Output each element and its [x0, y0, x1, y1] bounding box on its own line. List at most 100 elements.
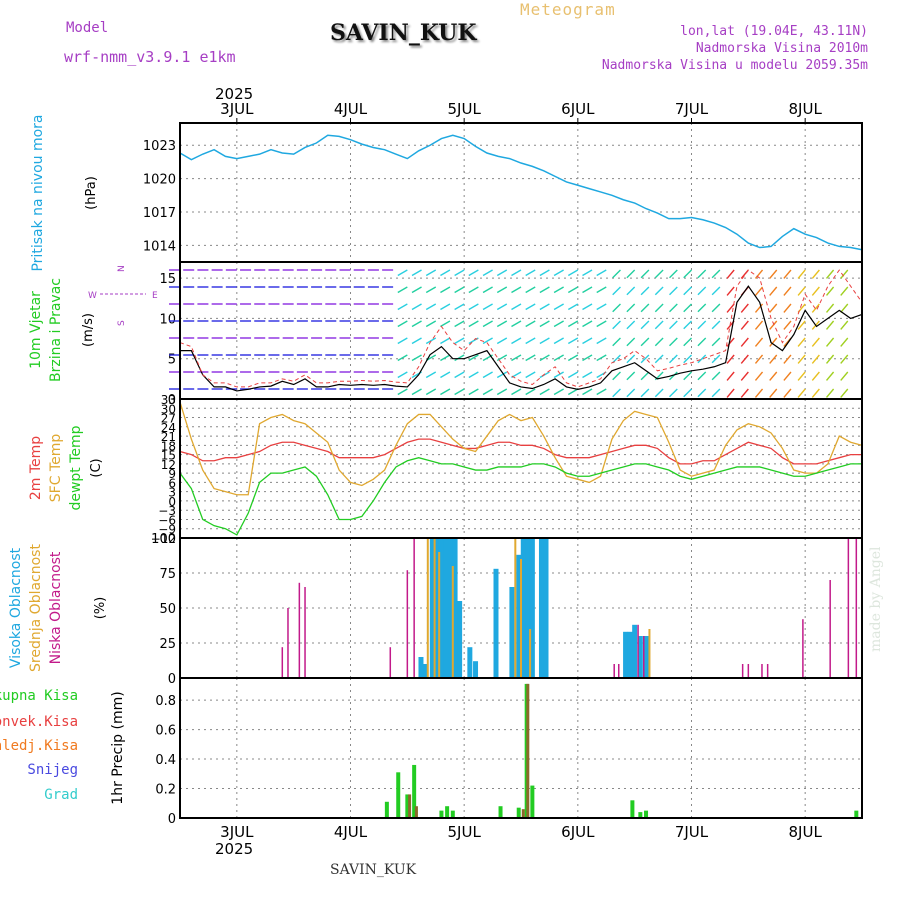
wind-arrow	[468, 354, 479, 362]
wind-arrow	[754, 354, 764, 364]
cloud-high-bar	[443, 538, 449, 678]
wind-arrow	[582, 269, 593, 277]
wind-arrow	[425, 286, 437, 294]
wind-arrow	[496, 269, 508, 277]
wind-arrow	[482, 303, 493, 311]
wind-arrows	[169, 269, 849, 398]
wind-arrow	[683, 388, 692, 398]
precip-total-bar	[638, 812, 643, 818]
wind-arrow	[525, 388, 536, 396]
wind-arrow	[811, 388, 820, 398]
wind-arrow	[411, 286, 422, 294]
y-tick-label: 50	[159, 602, 176, 617]
temp-axis-2m: 2m Temp	[28, 436, 44, 500]
wind-arrow	[769, 371, 778, 381]
wind-arrow	[511, 354, 522, 362]
wind-arrow	[468, 303, 479, 311]
day-label-bottom: 4JUL	[334, 823, 368, 841]
wind-arrow	[669, 303, 678, 313]
wind-arrow	[397, 286, 408, 294]
wind-arrow	[740, 303, 749, 313]
model-label: Model	[66, 20, 109, 36]
wind-arrow	[825, 354, 835, 364]
precip-total-bar	[630, 800, 635, 818]
y-tick-label: 10	[159, 312, 176, 327]
wind-arrow	[596, 354, 607, 362]
cloud-high-bar	[543, 538, 549, 678]
wind-arrow	[654, 269, 664, 279]
y-tick-label: 0.8	[155, 694, 176, 709]
y-tick-label: 6	[168, 476, 176, 490]
cloud-axis-mid: Srednja Oblacnost	[28, 544, 44, 672]
day-label-bottom: 8JUL	[789, 823, 823, 841]
cloud-high-bar	[467, 647, 473, 678]
wind-arrow	[411, 354, 422, 362]
day-label-top: 8JUL	[789, 100, 823, 118]
cloud-low-bar	[829, 580, 831, 678]
wind-arrow	[425, 337, 437, 345]
precip-total-bar	[450, 810, 455, 818]
y-tick-label: 27	[161, 412, 176, 426]
wind-arrow	[440, 269, 451, 277]
wind-arrow	[711, 269, 721, 279]
wind-arrow	[553, 320, 564, 328]
wind-arrow	[783, 286, 792, 296]
precip-total-bar	[396, 772, 401, 818]
wind-arrow	[697, 286, 707, 296]
y-tick-label: 15	[159, 272, 176, 287]
wind-arrow	[468, 269, 479, 277]
y-tick-label: 5	[168, 353, 176, 368]
wind-arrow	[454, 269, 465, 277]
wind-arrow	[525, 303, 536, 311]
wind-arrow	[726, 286, 735, 296]
wind-arrow	[626, 354, 636, 364]
y-tick-label: −6	[158, 513, 176, 527]
cloud-low-bar	[304, 587, 306, 678]
wind-arrow	[496, 371, 508, 379]
wind-arrow	[640, 303, 650, 313]
y-tick-label: 100	[151, 532, 176, 547]
wind-arrow	[596, 388, 607, 396]
wind-arrow	[825, 388, 835, 398]
wind-arrow	[769, 354, 778, 364]
wind-arrow	[425, 269, 437, 277]
cloud-high-bar	[516, 554, 522, 678]
wind-arrow	[783, 320, 792, 330]
year-label-top: 2025	[215, 85, 253, 103]
wind-arrow	[596, 286, 607, 294]
wind-arrow	[626, 303, 636, 313]
wind-arrow	[397, 320, 408, 328]
wind-arrow	[468, 286, 479, 294]
wind-arrow	[567, 371, 579, 379]
model-name: wrf-nmm_v3.9.1 e1km	[64, 48, 236, 66]
wind-arrow	[769, 388, 778, 398]
temp-line-1	[179, 401, 863, 496]
cloud-low-bar	[847, 538, 850, 678]
wind-arrow	[740, 388, 749, 398]
wind-arrow	[769, 269, 778, 279]
y-tick-label: 0.4	[155, 753, 176, 768]
wind-arrow	[825, 320, 835, 330]
wind-arrow	[496, 303, 508, 311]
wind-arrow	[825, 371, 835, 381]
cloud-low-bar	[855, 538, 858, 678]
wind-arrow	[697, 337, 707, 347]
compass-east: E	[152, 291, 158, 301]
wind-arrow	[553, 388, 564, 396]
cloud-low-bar	[413, 538, 415, 678]
wind-arrow	[454, 337, 465, 345]
wind-arrow	[697, 269, 707, 279]
wind-arrow	[596, 303, 607, 311]
wind-arrow	[669, 337, 678, 347]
wind-arrow	[440, 337, 451, 345]
wind-arrow	[626, 269, 636, 279]
wind-arrow	[596, 320, 607, 328]
wind-arrow	[825, 286, 835, 296]
wind-arrow	[525, 320, 536, 328]
wind-arrow	[825, 337, 835, 347]
wind-arrow	[454, 371, 465, 379]
wind-arrow	[525, 286, 536, 294]
wind-arrow	[669, 371, 678, 381]
wind-arrow	[553, 269, 564, 277]
wind-arrow	[525, 337, 536, 345]
